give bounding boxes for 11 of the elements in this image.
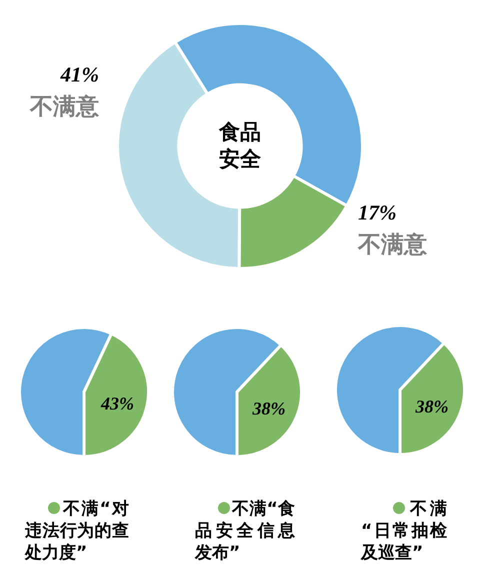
data-label: 17%	[358, 200, 396, 224]
slice-label: 不满意	[29, 94, 100, 120]
data-label: 38%	[414, 396, 448, 417]
data-label: 38%	[251, 398, 286, 419]
legend-label: 不满“日常抽检及巡查”	[361, 499, 447, 563]
legend-label: 不满“食品安全信息发布”	[195, 499, 295, 563]
legend-label: 不满“对违法行为的查处力度”	[25, 499, 129, 563]
text: 食品安全	[218, 119, 262, 173]
slice-label: 不满意	[357, 232, 428, 258]
data-label: 43%	[100, 394, 134, 414]
data-label: 41%	[60, 62, 99, 86]
